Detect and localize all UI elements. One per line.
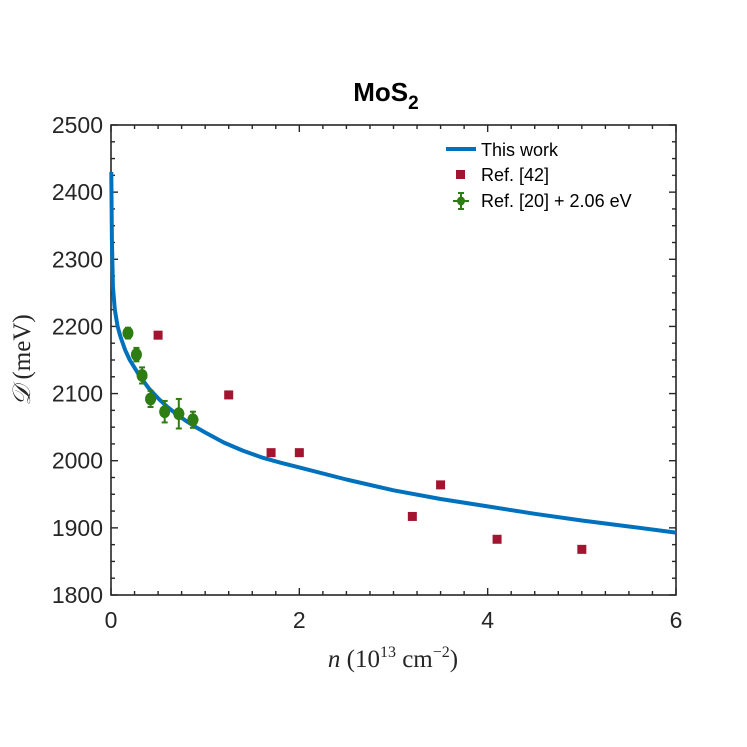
ref42-point: [436, 480, 446, 490]
ref20-point: [159, 399, 171, 424]
legend-swatch-ref20: [453, 192, 469, 210]
legend-label-this-work: This work: [481, 140, 559, 160]
axis-ticks: [110, 124, 677, 596]
y-tick-label: 2500: [52, 112, 103, 138]
ref42-point: [407, 511, 417, 521]
x-tick-labels: 0 2 4 6: [105, 607, 683, 633]
y-tick-label: 2100: [52, 381, 103, 407]
x-axis-label: n (1013 cm−2): [328, 644, 458, 673]
ref42-point: [294, 448, 304, 458]
legend-swatch-ref42: [456, 170, 465, 179]
x-tick-label: 6: [670, 607, 683, 633]
ref20-marker: [159, 405, 171, 419]
ref20-point: [173, 397, 185, 430]
ref20-point: [145, 389, 157, 408]
y-tick-label: 1800: [52, 582, 103, 608]
ref20-point: [122, 326, 134, 340]
ref20-marker: [145, 392, 157, 406]
chart-title: MoS2: [353, 77, 418, 114]
ref42-point: [577, 544, 587, 554]
ref42-point: [492, 534, 502, 544]
ref20-point: [136, 366, 148, 385]
ref20-marker: [173, 407, 185, 421]
ref42-point: [224, 390, 234, 400]
y-tick-label: 2000: [52, 448, 103, 474]
ref20-marker: [187, 413, 199, 427]
ref20-marker: [122, 326, 134, 340]
ref20-point: [130, 346, 142, 363]
ref20-marker: [136, 368, 148, 382]
y-tick-label: 1900: [52, 515, 103, 541]
legend-ref20-marker: [457, 196, 465, 206]
legend-label-ref42: Ref. [42]: [481, 165, 549, 185]
ref20-point: [187, 410, 199, 429]
ref42-point: [153, 330, 163, 340]
y-tick-labels: 1800 1900 2000 2100 2200 2300 2400 2500: [52, 112, 103, 608]
y-axis-label: 𝒟 (meV): [9, 314, 36, 405]
legend: This work Ref. [42] Ref. [20] + 2.06 eV: [446, 140, 632, 211]
legend-label-ref20: Ref. [20] + 2.06 eV: [481, 191, 632, 211]
y-tick-label: 2400: [52, 179, 103, 205]
y-tick-label: 2200: [52, 313, 103, 339]
series-layer: [109, 171, 677, 554]
x-tick-label: 0: [105, 607, 118, 633]
plot-area: [110, 124, 677, 596]
ref42-point: [266, 448, 276, 458]
ref20-marker: [130, 348, 142, 362]
x-tick-label: 4: [481, 607, 494, 633]
x-tick-label: 2: [293, 607, 306, 633]
y-tick-label: 2300: [52, 246, 103, 272]
